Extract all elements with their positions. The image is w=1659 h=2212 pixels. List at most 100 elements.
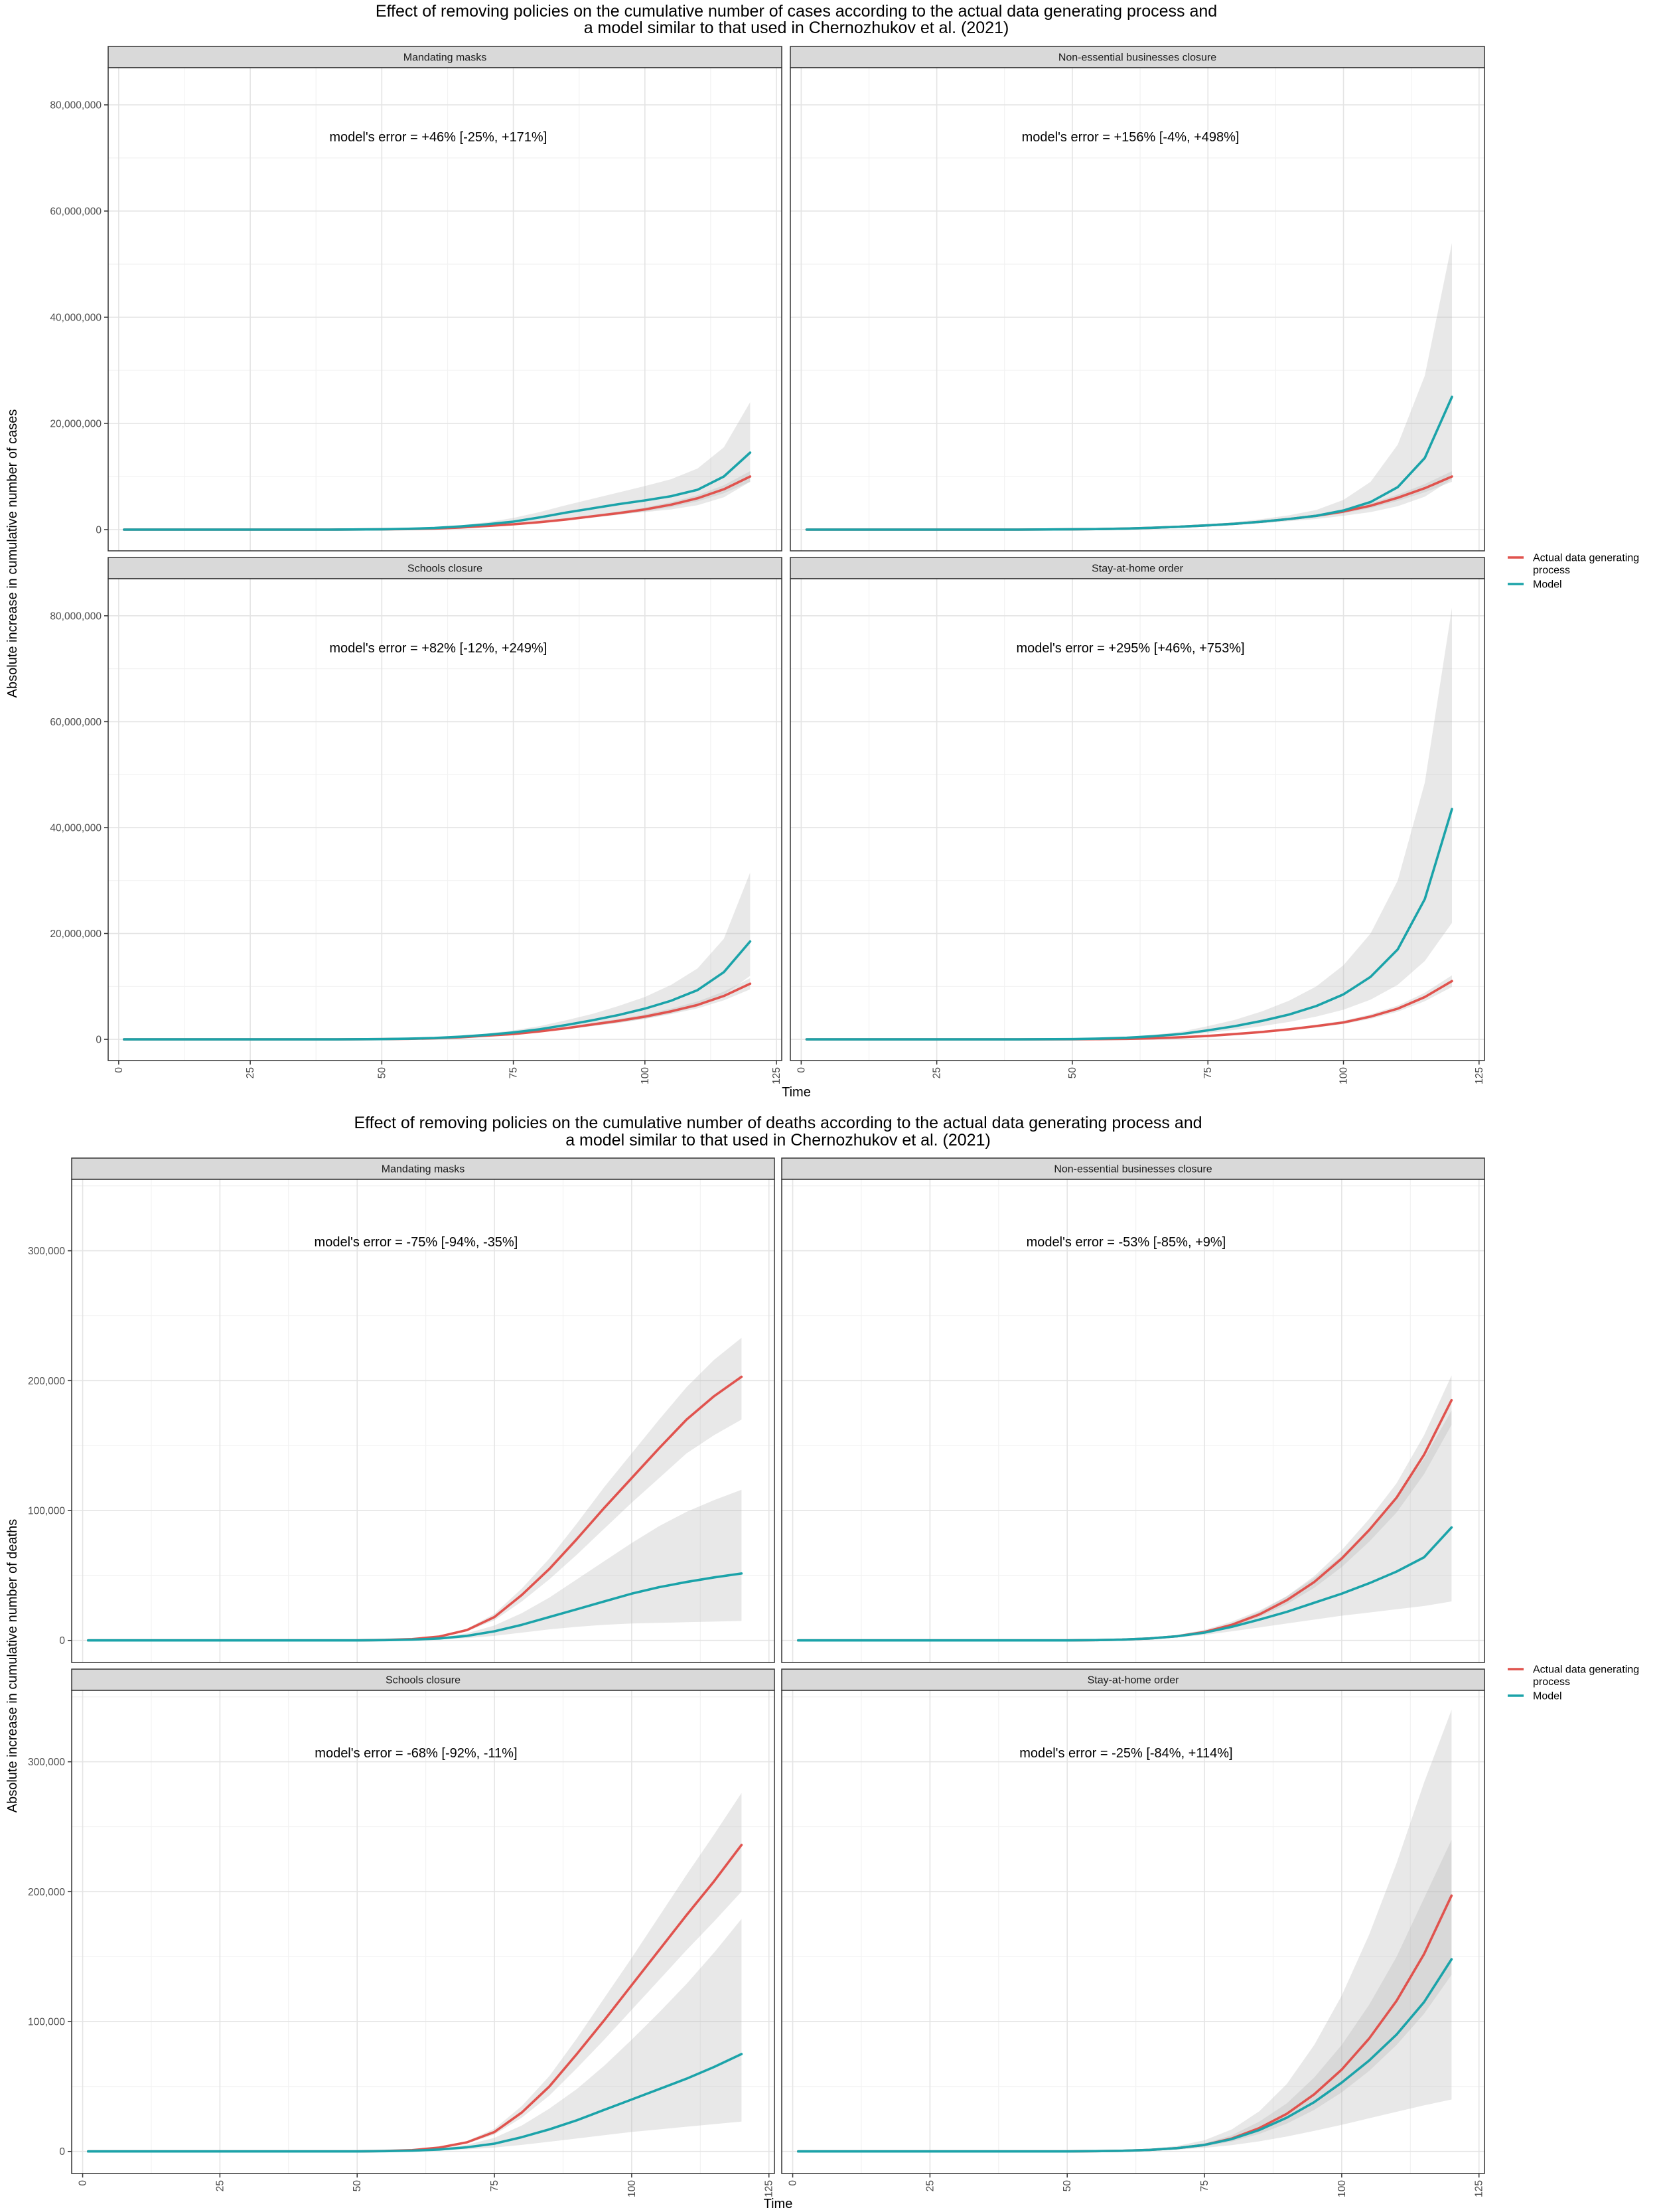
x-tick-label: 125 — [1474, 2180, 1485, 2197]
model-confidence-band — [88, 1489, 742, 1641]
x-tick-label: 50 — [376, 1067, 388, 1079]
x-tick-label: 125 — [771, 1067, 782, 1084]
plot-panel — [108, 579, 782, 1061]
model-confidence-band — [798, 1710, 1452, 2152]
actual-confidence-band — [88, 1793, 742, 2152]
legend-label: Actual data generating — [1533, 553, 1639, 564]
y-axis-title: Absolute increase in cumulative number o… — [5, 409, 20, 698]
x-tick-label: 100 — [1336, 2180, 1348, 2197]
facet-strip — [781, 1157, 1485, 1180]
model-series-line — [87, 1572, 743, 1642]
deaths-chart: Effect of removing policies on the cumul… — [5, 1114, 1639, 2211]
model-error-annotation: model's error = +295% [+46%, +753%] — [1017, 641, 1245, 656]
facet-strip-label: Schools closure — [386, 1675, 461, 1686]
model-series-line — [797, 1958, 1453, 2153]
panel-border — [781, 1690, 1485, 2174]
facet-panel: Stay-at-home order model's error = -25% [… — [781, 1668, 1485, 2197]
panel-border — [781, 1179, 1485, 1663]
model-series-line — [805, 396, 1453, 531]
y-tick-label: 40,000,000 — [50, 313, 102, 324]
facet-strip-label: Non-essential businesses closure — [1058, 52, 1216, 64]
y-tick-label: 300,000 — [28, 1757, 65, 1768]
y-tick-label: 100,000 — [28, 2017, 65, 2028]
facet-panel: Non-essential businesses closure model's … — [790, 46, 1485, 552]
x-tick-label: 0 — [78, 2180, 89, 2186]
facet-panel: Schools closure model's error = -68% [-92… — [28, 1668, 775, 2197]
y-tick-label: 0 — [59, 2146, 65, 2158]
y-tick-label: 80,000,000 — [50, 611, 102, 622]
plot-panel — [108, 68, 782, 551]
facet-strip — [71, 1668, 775, 1691]
model-series-line — [123, 451, 752, 531]
y-axis-title: Absolute increase in cumulative number o… — [5, 1519, 20, 1812]
x-tick-label: 25 — [924, 2180, 936, 2191]
y-tick-label: 0 — [59, 1635, 65, 1647]
legend-label: process — [1533, 1676, 1570, 1688]
y-tick-label: 20,000,000 — [50, 928, 102, 940]
plot-panel — [72, 1690, 774, 2174]
x-tick-label: 50 — [352, 2180, 363, 2192]
facet-strip-label: Non-essential businesses closure — [1054, 1164, 1212, 1175]
y-tick-label: 20,000,000 — [50, 419, 102, 430]
facet-strip — [790, 557, 1485, 579]
model-series-line — [805, 808, 1453, 1041]
y-tick-label: 300,000 — [28, 1246, 65, 1257]
y-tick-label: 200,000 — [28, 1376, 65, 1387]
model-error-annotation: model's error = +82% [-12%, +249%] — [329, 641, 547, 656]
chart-title: Effect of removing policies on the cumul… — [376, 2, 1217, 21]
y-tick-label: 40,000,000 — [50, 822, 102, 834]
model-error-annotation: model's error = +156% [-4%, +498%] — [1022, 130, 1240, 145]
plot-panel — [782, 1690, 1484, 2174]
model-error-annotation: model's error = -25% [-84%, +114%] — [1019, 1746, 1232, 1761]
y-tick-label: 0 — [96, 525, 102, 536]
model-error-annotation: model's error = +46% [-25%, +171%] — [329, 130, 547, 145]
facet-panel: Mandating masks model's error = +46% [-25… — [50, 46, 782, 552]
plot-panel — [790, 68, 1484, 551]
x-tick-label: 25 — [214, 2180, 226, 2191]
chart-title: a model similar to that used in Chernozh… — [565, 1131, 991, 1149]
x-tick-label: 0 — [788, 2180, 799, 2186]
x-axis-title: Time — [782, 1085, 811, 1100]
facet-panel: Schools closure model's error = +82% [-12… — [50, 557, 782, 1084]
y-tick-label: 0 — [96, 1035, 102, 1046]
x-tick-label: 125 — [1474, 1067, 1485, 1084]
plot-panel — [790, 579, 1484, 1061]
plot-panel — [72, 1179, 774, 1662]
facet-panel: Mandating masks model's error = -75% [-94… — [28, 1157, 775, 1663]
x-tick-label: 0 — [796, 1067, 807, 1073]
panel-border — [108, 67, 782, 552]
panel-border — [71, 1690, 775, 2174]
x-tick-label: 125 — [764, 2180, 775, 2197]
facet-strip-label: Stay-at-home order — [1092, 563, 1184, 575]
model-series-line — [797, 1526, 1453, 1642]
panel-border — [790, 67, 1485, 552]
plot-panel — [782, 1179, 1484, 1662]
facet-panel: Stay-at-home order model's error = +295% … — [790, 557, 1485, 1084]
x-tick-label: 25 — [245, 1067, 256, 1078]
x-tick-label: 100 — [1338, 1067, 1350, 1084]
facet-panel: Non-essential businesses closure model's … — [781, 1157, 1485, 1663]
panel-border — [108, 578, 782, 1061]
x-tick-label: 100 — [626, 2180, 638, 2197]
x-tick-label: 50 — [1062, 2180, 1073, 2192]
model-series-line — [87, 2053, 743, 2153]
legend-label: Model — [1533, 579, 1562, 591]
legend-label: Model — [1533, 1691, 1562, 1702]
model-error-annotation: model's error = -53% [-85%, +9%] — [1027, 1235, 1226, 1250]
facet-strip — [71, 1157, 775, 1180]
model-series-line — [123, 940, 752, 1041]
legend-label: Actual data generating — [1533, 1664, 1639, 1676]
x-tick-label: 75 — [1199, 2180, 1210, 2191]
x-tick-label: 0 — [113, 1067, 125, 1073]
y-tick-label: 80,000,000 — [50, 100, 102, 111]
facet-strip — [790, 46, 1485, 68]
x-tick-label: 75 — [1202, 1067, 1214, 1078]
y-tick-label: 100,000 — [28, 1506, 65, 1517]
chart-title: Effect of removing policies on the cumul… — [354, 1114, 1202, 1132]
actual-confidence-band — [88, 1337, 742, 1641]
chart-title: a model similar to that used in Chernozh… — [584, 19, 1009, 37]
y-tick-label: 60,000,000 — [50, 717, 102, 728]
